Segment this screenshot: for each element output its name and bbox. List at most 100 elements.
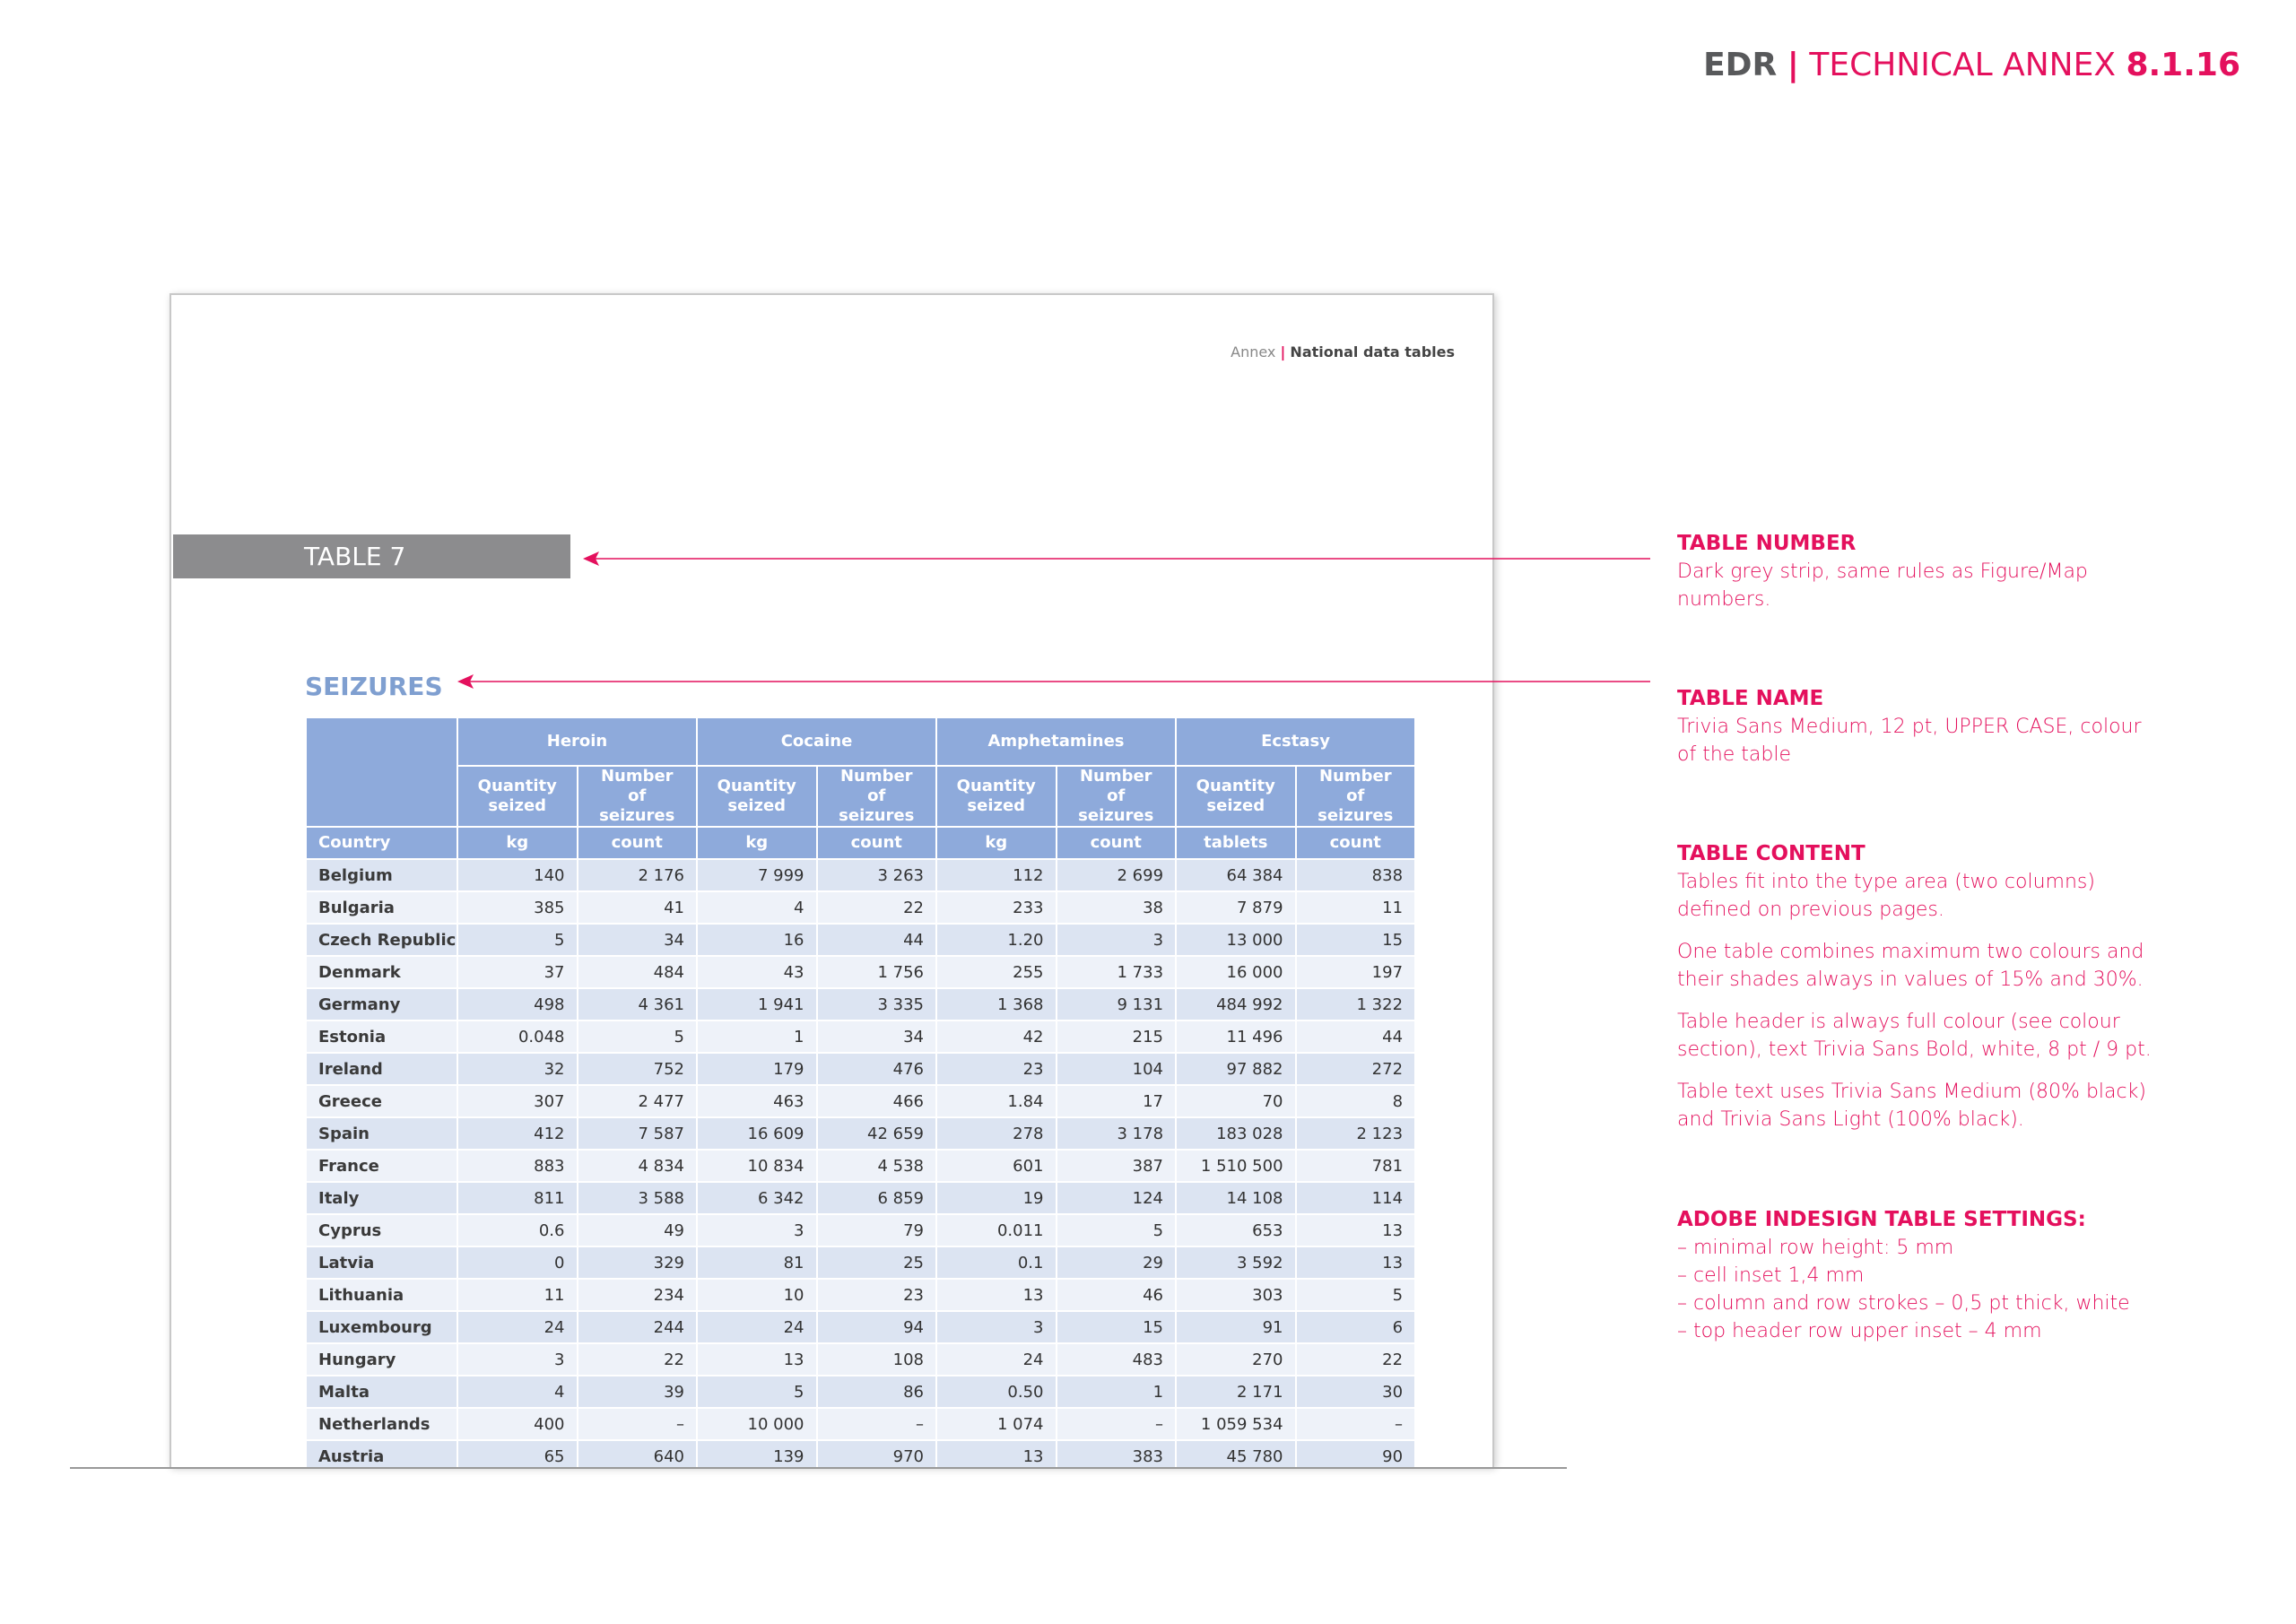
table-cell: 65: [457, 1439, 578, 1467]
sub-header: Quantity seized: [935, 765, 1057, 828]
country-name: Austria: [305, 1439, 458, 1467]
note-paragraph: Table header is always full colour (see …: [1677, 1011, 2152, 1061]
table-cell: 41: [576, 890, 698, 925]
table-cell: 1 941: [696, 987, 818, 1021]
table-cell: 1: [696, 1020, 818, 1054]
table-cell: 640: [576, 1439, 698, 1467]
table-row: Germany 498 4 361 1 941 3 335 1 368 9 131 484 9…: [305, 987, 1417, 1021]
table-cell: 16 000: [1175, 955, 1297, 989]
table-row: Ireland 32 752 179 476 23 104 97 882 272: [305, 1052, 1417, 1086]
note: ADOBE INDESIGN TABLE SETTINGS: – minimal …: [1677, 1206, 2161, 1345]
table-cell: 114: [1294, 1181, 1417, 1215]
note: TABLE NAME Trivia Sans Medium, 12 pt, UPP…: [1677, 685, 2161, 783]
table-cell: 215: [1055, 1020, 1178, 1054]
table-cell: 0.011: [935, 1213, 1057, 1247]
table-cell: 139: [696, 1439, 818, 1467]
table-cell: 13: [935, 1278, 1057, 1312]
table-cell: 37: [457, 955, 578, 989]
table-cell: 183 028: [1175, 1116, 1297, 1151]
table-row: Spain 412 7 587 16 609 42 659 278 3 178 183 028…: [305, 1116, 1417, 1151]
table-cell: 45 780: [1175, 1439, 1297, 1467]
note: TABLE CONTENT Tables fit into the type ar…: [1677, 840, 2161, 1148]
table-row: Italy 811 3 588 6 342 6 859 19 124 14 108 114: [305, 1181, 1417, 1215]
country-name: Hungary: [305, 1342, 458, 1376]
country-name: Germany: [305, 987, 458, 1021]
table-cell: 23: [815, 1278, 937, 1312]
table-cell: 0: [457, 1246, 578, 1280]
table-cell: 3 588: [576, 1181, 698, 1215]
table-cell: 44: [815, 923, 937, 957]
note-title: ADOBE INDESIGN TABLE SETTINGS:: [1677, 1208, 2086, 1231]
table-cell: 0.1: [935, 1246, 1057, 1280]
unit-header: kg: [696, 826, 818, 860]
country-name: Lithuania: [305, 1278, 458, 1312]
table-cell: 22: [815, 890, 937, 925]
table-cell: 3: [457, 1342, 578, 1376]
table-row: Hungary 3 22 13 108 24 483 270 22: [305, 1342, 1417, 1376]
sub-header: Number of seizures: [1055, 765, 1178, 828]
table-cell: 412: [457, 1116, 578, 1151]
table-cell: 108: [815, 1342, 937, 1376]
table-cell: 1.20: [935, 923, 1057, 957]
note-title: TABLE CONTENT: [1677, 842, 1866, 865]
arrow-head: [457, 674, 474, 689]
table-cell: 838: [1294, 858, 1417, 892]
table-cell: 752: [576, 1052, 698, 1086]
unit-header: kg: [457, 826, 578, 860]
table-cell: 781: [1294, 1149, 1417, 1183]
table-cell: 307: [457, 1084, 578, 1118]
table-cell: 9 131: [1055, 987, 1178, 1021]
table-cell: 5: [1294, 1278, 1417, 1312]
table-cell: 0.50: [935, 1375, 1057, 1409]
table-cell: 34: [576, 923, 698, 957]
data-table: Heroin Cocaine Amphetamines Ecstasy Quantity…: [305, 716, 1417, 1467]
table-cell: 81: [696, 1246, 818, 1280]
table-cell: 272: [1294, 1052, 1417, 1086]
country-name: Latvia: [305, 1246, 458, 1280]
table-cell: 8: [1294, 1084, 1417, 1118]
sub-header: Quantity seized: [1175, 765, 1297, 828]
table-cell: –: [1294, 1407, 1417, 1441]
table-cell: 24: [935, 1342, 1057, 1376]
table-cell: 3 592: [1175, 1246, 1297, 1280]
table-cell: 6 859: [815, 1181, 937, 1215]
table-number: TABLE 7: [173, 534, 570, 578]
table-cell: 3 178: [1055, 1116, 1178, 1151]
country-name: Cyprus: [305, 1213, 458, 1247]
note-item: – cell inset 1,4 mm: [1677, 1264, 1865, 1287]
table-cell: 13: [1294, 1246, 1417, 1280]
table-cell: 197: [1294, 955, 1417, 989]
table-cell: 11 496: [1175, 1020, 1297, 1054]
table-cell: 10 834: [696, 1149, 818, 1183]
table-cell: 86: [815, 1375, 937, 1409]
table-cell: 1 074: [935, 1407, 1057, 1441]
table-cell: 30: [1294, 1375, 1417, 1409]
table-row: Greece 307 2 477 463 466 1.84 17 70 8: [305, 1084, 1417, 1118]
table-cell: 883: [457, 1149, 578, 1183]
running-label: Annex: [1231, 343, 1276, 360]
table-row: Luxembourg 24 244 24 94 3 15 91 6: [305, 1310, 1417, 1344]
note-paragraph: One table combines maximum two colours a…: [1677, 941, 2144, 991]
country-name: Denmark: [305, 955, 458, 989]
table-cell: 1 059 534: [1175, 1407, 1297, 1441]
table-cell: –: [576, 1407, 698, 1441]
table-cell: 79: [815, 1213, 937, 1247]
arrow-head: [583, 551, 599, 566]
table-cell: 7 587: [576, 1116, 698, 1151]
table-cell: 278: [935, 1116, 1057, 1151]
country-name: Spain: [305, 1116, 458, 1151]
table-row: Cyprus 0.6 49 3 79 0.011 5 653 13: [305, 1213, 1417, 1247]
table-cell: 70: [1175, 1084, 1297, 1118]
table-cell: 124: [1055, 1181, 1178, 1215]
table-cell: 400: [457, 1407, 578, 1441]
table-cell: 498: [457, 987, 578, 1021]
group-header: Cocaine: [696, 716, 937, 767]
sub-header: Quantity seized: [696, 765, 818, 828]
table-cell: 11: [1294, 890, 1417, 925]
country-header: Country: [305, 826, 458, 860]
table-row: Austria 65 640 139 970 13 383 45 780 90: [305, 1439, 1417, 1467]
table-cell: 3 335: [815, 987, 937, 1021]
table-cell: 2 171: [1175, 1375, 1297, 1409]
note-paragraph: Dark grey strip, same rules as Figure/Ma…: [1677, 560, 2088, 611]
